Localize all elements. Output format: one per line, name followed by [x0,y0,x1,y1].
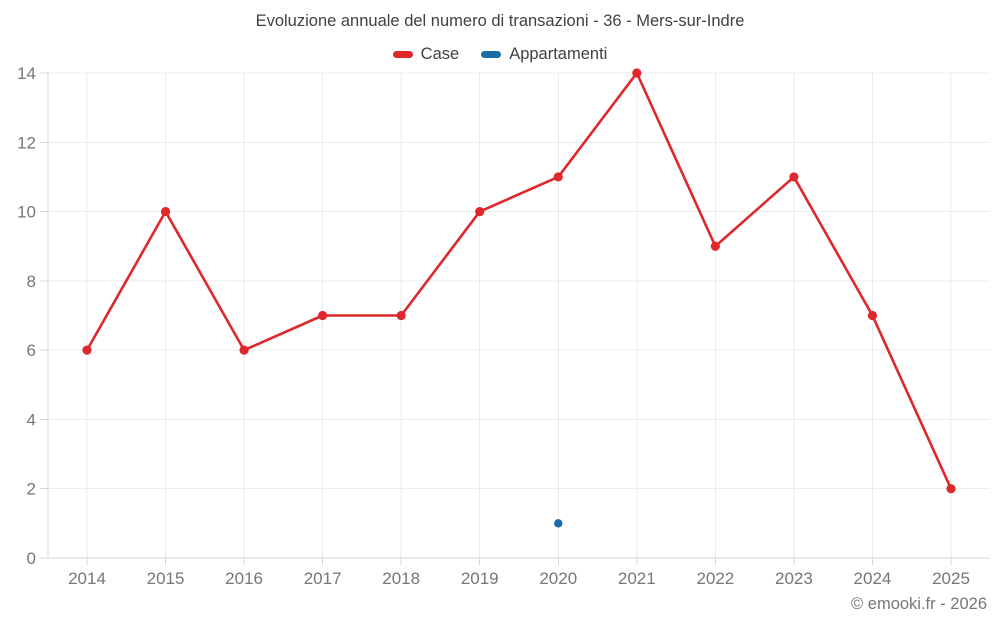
svg-text:2022: 2022 [696,569,734,588]
svg-text:6: 6 [27,341,36,360]
legend-label-case: Case [420,45,460,63]
svg-text:12: 12 [17,133,36,152]
svg-text:14: 14 [17,64,36,83]
svg-text:2025: 2025 [932,569,970,588]
svg-text:2020: 2020 [539,569,577,588]
svg-text:2018: 2018 [382,569,420,588]
svg-text:2014: 2014 [68,569,106,588]
svg-text:8: 8 [27,272,36,291]
svg-text:0: 0 [27,549,36,568]
svg-text:2017: 2017 [304,569,342,588]
svg-text:10: 10 [17,203,36,222]
chart-title: Evoluzione annuale del numero di transaz… [255,12,745,30]
copyright-text: © emooki.fr - 2026 [851,595,987,613]
svg-text:2015: 2015 [147,569,185,588]
legend-label-appartamenti: Appartamenti [509,45,608,63]
case-series-swatch-icon [392,51,413,58]
svg-text:2023: 2023 [775,569,813,588]
svg-text:4: 4 [27,410,36,429]
legend: Case Appartamenti [0,45,1000,64]
appartamenti-series-swatch-icon [481,51,502,58]
svg-text:2: 2 [27,480,36,499]
legend-item-case[interactable]: Case [392,45,460,64]
svg-text:2024: 2024 [854,569,892,588]
svg-text:2016: 2016 [225,569,263,588]
svg-text:2021: 2021 [618,569,656,588]
svg-text:2019: 2019 [461,569,499,588]
legend-item-appartamenti[interactable]: Appartamenti [481,45,607,64]
